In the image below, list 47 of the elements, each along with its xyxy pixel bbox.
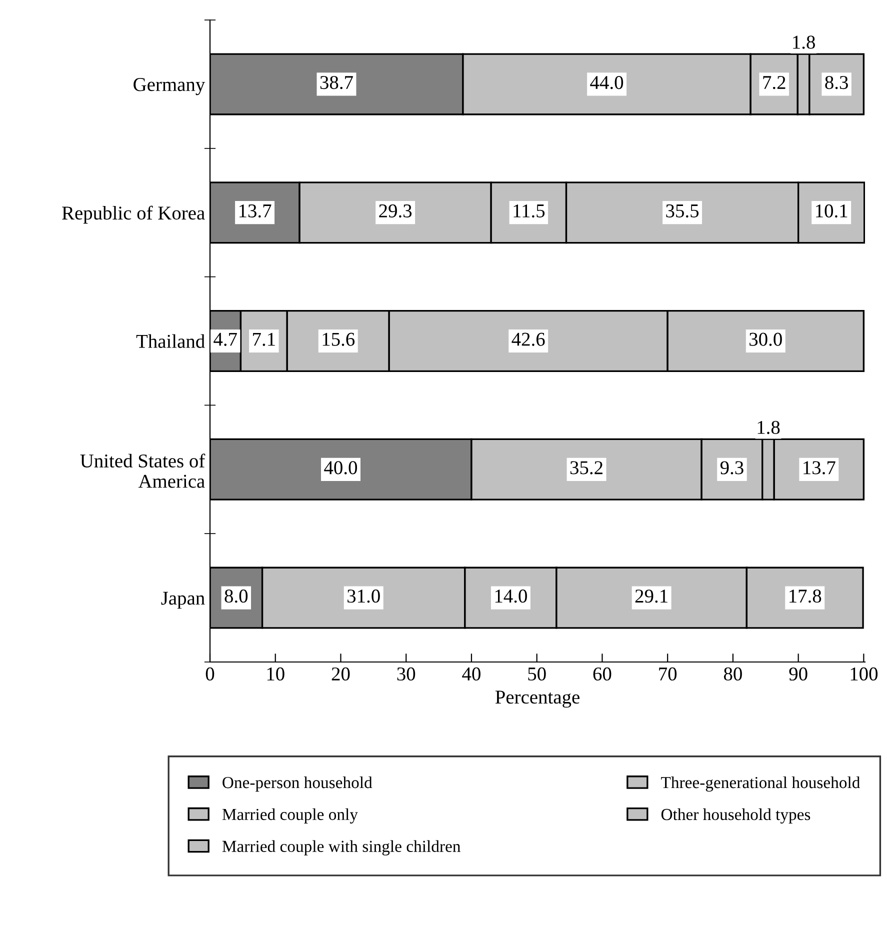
data-label: 7.2 — [763, 76, 786, 90]
data-label: 10.1 — [816, 204, 848, 218]
legend-label: Three-generational household — [661, 776, 860, 792]
x-tick-label: 100 — [850, 667, 878, 681]
x-tick-label: 80 — [724, 667, 742, 681]
data-label: 4.7 — [214, 332, 237, 346]
legend-label: One-person household — [222, 776, 372, 792]
x-tick-label: 0 — [206, 667, 214, 681]
data-label: 7.1 — [253, 332, 275, 346]
data-label: 38.7 — [320, 76, 353, 90]
data-label: 13.7 — [804, 461, 836, 474]
x-tick-label: 30 — [397, 667, 416, 681]
data-label: 30.0 — [750, 332, 782, 346]
data-label: 1.8 — [793, 36, 815, 49]
data-label: 29.3 — [379, 204, 412, 218]
legend-label: Other household types — [661, 808, 810, 824]
x-tick-label: 60 — [593, 667, 612, 681]
data-label: 35.2 — [570, 461, 602, 474]
data-label: 9.3 — [720, 461, 744, 474]
data-label: 35.5 — [666, 204, 699, 218]
data-label: 11.5 — [514, 204, 545, 218]
data-label: 8.0 — [224, 590, 248, 603]
data-label: 42.6 — [512, 332, 545, 346]
data-label: 40.0 — [324, 461, 358, 474]
y-tick-label: Thailand — [136, 334, 205, 348]
x-tick-label: 10 — [267, 667, 284, 681]
x-tick-label: 70 — [659, 667, 677, 681]
data-label: 1.8 — [758, 420, 780, 434]
x-tick-label: 50 — [528, 667, 546, 681]
y-tick-label: Japan — [161, 592, 205, 609]
data-label: 14.0 — [495, 590, 527, 603]
y-tick-label: Republic of Korea — [62, 206, 205, 224]
data-label: 17.8 — [790, 590, 822, 603]
y-tick-label: United States of America — [80, 454, 206, 488]
x-tick-label: 40 — [462, 667, 480, 681]
legend-label: Married couple with single children — [222, 840, 460, 856]
x-axis-title: Percentage — [495, 690, 580, 708]
data-label: 44.0 — [590, 76, 624, 90]
x-tick-label: 90 — [789, 667, 808, 681]
data-label: 31.0 — [348, 590, 380, 603]
data-label: 15.6 — [322, 332, 355, 346]
data-label: 13.7 — [239, 204, 272, 218]
data-label: 29.1 — [635, 590, 668, 603]
y-tick-label: Germany — [134, 78, 206, 96]
legend-label: Married couple only — [222, 808, 358, 824]
x-tick-label: 20 — [332, 667, 350, 681]
data-label: 8.3 — [825, 76, 848, 90]
